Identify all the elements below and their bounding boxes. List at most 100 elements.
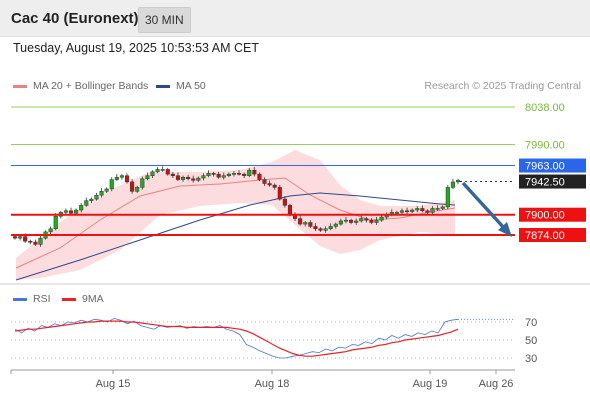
candle-body xyxy=(267,183,272,186)
candle-body xyxy=(135,187,140,192)
candle-body xyxy=(242,173,247,176)
ma9-swatch xyxy=(62,297,76,301)
candle-body xyxy=(394,212,399,214)
ma50-swatch xyxy=(156,84,170,88)
candle-body xyxy=(216,173,221,178)
candle-body xyxy=(63,210,68,213)
candle-body xyxy=(379,216,384,221)
candle-body xyxy=(425,210,430,213)
candle-body xyxy=(150,171,155,176)
candle-body xyxy=(318,228,323,231)
candle-body xyxy=(160,169,165,171)
x-label-aug-19: Aug 19 xyxy=(413,378,448,390)
forecast-arrowhead xyxy=(498,222,512,237)
rsi-tick-70: 70 xyxy=(525,317,537,329)
candle-body xyxy=(68,210,74,214)
candle-body xyxy=(450,181,455,188)
candle-body xyxy=(262,179,267,184)
candle-body xyxy=(140,178,145,188)
candle-body xyxy=(206,173,211,176)
candle-body xyxy=(145,175,150,180)
candle-body xyxy=(435,208,440,210)
candle-body xyxy=(410,209,415,212)
candle-body xyxy=(313,226,318,230)
candle-body xyxy=(405,210,410,213)
candle-body xyxy=(257,173,262,180)
candle-body xyxy=(455,180,461,183)
candle-body xyxy=(89,198,94,201)
candle-body xyxy=(196,177,201,181)
level-label-7900-00: 7900.00 xyxy=(525,210,565,222)
candle-body xyxy=(94,194,99,200)
candle-body xyxy=(252,169,257,175)
candle-body xyxy=(114,176,119,180)
candle-body xyxy=(308,222,313,227)
interval-badge[interactable]: 30 MIN xyxy=(138,7,191,33)
header-bar: Cac 40 (Euronext) 30 MIN xyxy=(0,0,590,37)
candle-body xyxy=(364,218,369,221)
level-label-bg xyxy=(519,228,586,242)
candle-body xyxy=(272,184,277,188)
candle-body xyxy=(420,208,425,212)
level-label-bg xyxy=(519,174,586,189)
candle-body xyxy=(155,169,160,173)
candle-body xyxy=(201,175,206,179)
ma20-swatch xyxy=(13,84,27,88)
candle-body xyxy=(282,198,287,206)
candle-body xyxy=(415,208,420,211)
candle-body xyxy=(359,218,364,222)
rsi-swatch xyxy=(13,297,27,301)
candle-body xyxy=(247,169,252,176)
rsi-line xyxy=(14,317,459,359)
candle-body xyxy=(33,241,38,245)
candle-body xyxy=(287,205,293,215)
candle-body xyxy=(399,210,405,213)
candle-body xyxy=(328,226,333,230)
candle-body xyxy=(374,219,379,223)
candle-body xyxy=(333,223,338,227)
level-label-7990-00: 7990.00 xyxy=(525,139,565,151)
ma50-label: MA 50 xyxy=(176,80,206,92)
candle-body xyxy=(109,179,114,190)
candle-body xyxy=(38,237,43,245)
candle-body xyxy=(130,181,135,192)
x-label-aug-26: Aug 26 xyxy=(479,378,514,390)
x-label-aug-18: Aug 18 xyxy=(255,378,290,390)
candle-body xyxy=(119,175,124,178)
candle-body xyxy=(23,236,28,242)
candle-body xyxy=(338,220,343,225)
candle-body xyxy=(343,219,349,222)
rsi-tick-30: 30 xyxy=(525,353,537,365)
ma9-label: 9MA xyxy=(82,293,104,305)
candle-body xyxy=(124,175,130,183)
ma50-line xyxy=(15,192,456,281)
level-label-bg xyxy=(519,207,586,222)
legend-9ma: 9MA xyxy=(62,293,104,305)
candle-body xyxy=(165,169,170,175)
bollinger-band xyxy=(16,150,455,280)
candle-body xyxy=(53,216,58,230)
candle-body xyxy=(186,176,191,180)
copyright-text: Research © 2025 Trading Central xyxy=(424,80,581,92)
candle-body xyxy=(369,219,374,223)
level-label-7942-50: 7942.50 xyxy=(525,177,565,189)
legend-ma50: MA 50 xyxy=(156,80,206,92)
rsi-label: RSI xyxy=(33,293,51,305)
instrument-title: Cac 40 (Euronext) xyxy=(11,10,139,27)
candle-body xyxy=(104,188,109,192)
candle-body xyxy=(99,191,104,196)
legend-ma20: MA 20 + Bollinger Bands xyxy=(13,80,148,92)
candle-body xyxy=(191,178,196,181)
x-label-aug-15: Aug 15 xyxy=(96,378,131,390)
ma20-label: MA 20 + Bollinger Bands xyxy=(33,80,149,92)
candle-body xyxy=(354,220,359,223)
legend-rsi: RSI xyxy=(13,293,51,305)
candle-body xyxy=(175,175,180,180)
level-label-8038-00: 8038.00 xyxy=(525,102,565,114)
forecast-arrow xyxy=(461,181,507,231)
candle-body xyxy=(18,236,23,239)
candle-body xyxy=(79,205,84,211)
candle-body xyxy=(180,176,186,180)
candle-body xyxy=(211,173,216,175)
